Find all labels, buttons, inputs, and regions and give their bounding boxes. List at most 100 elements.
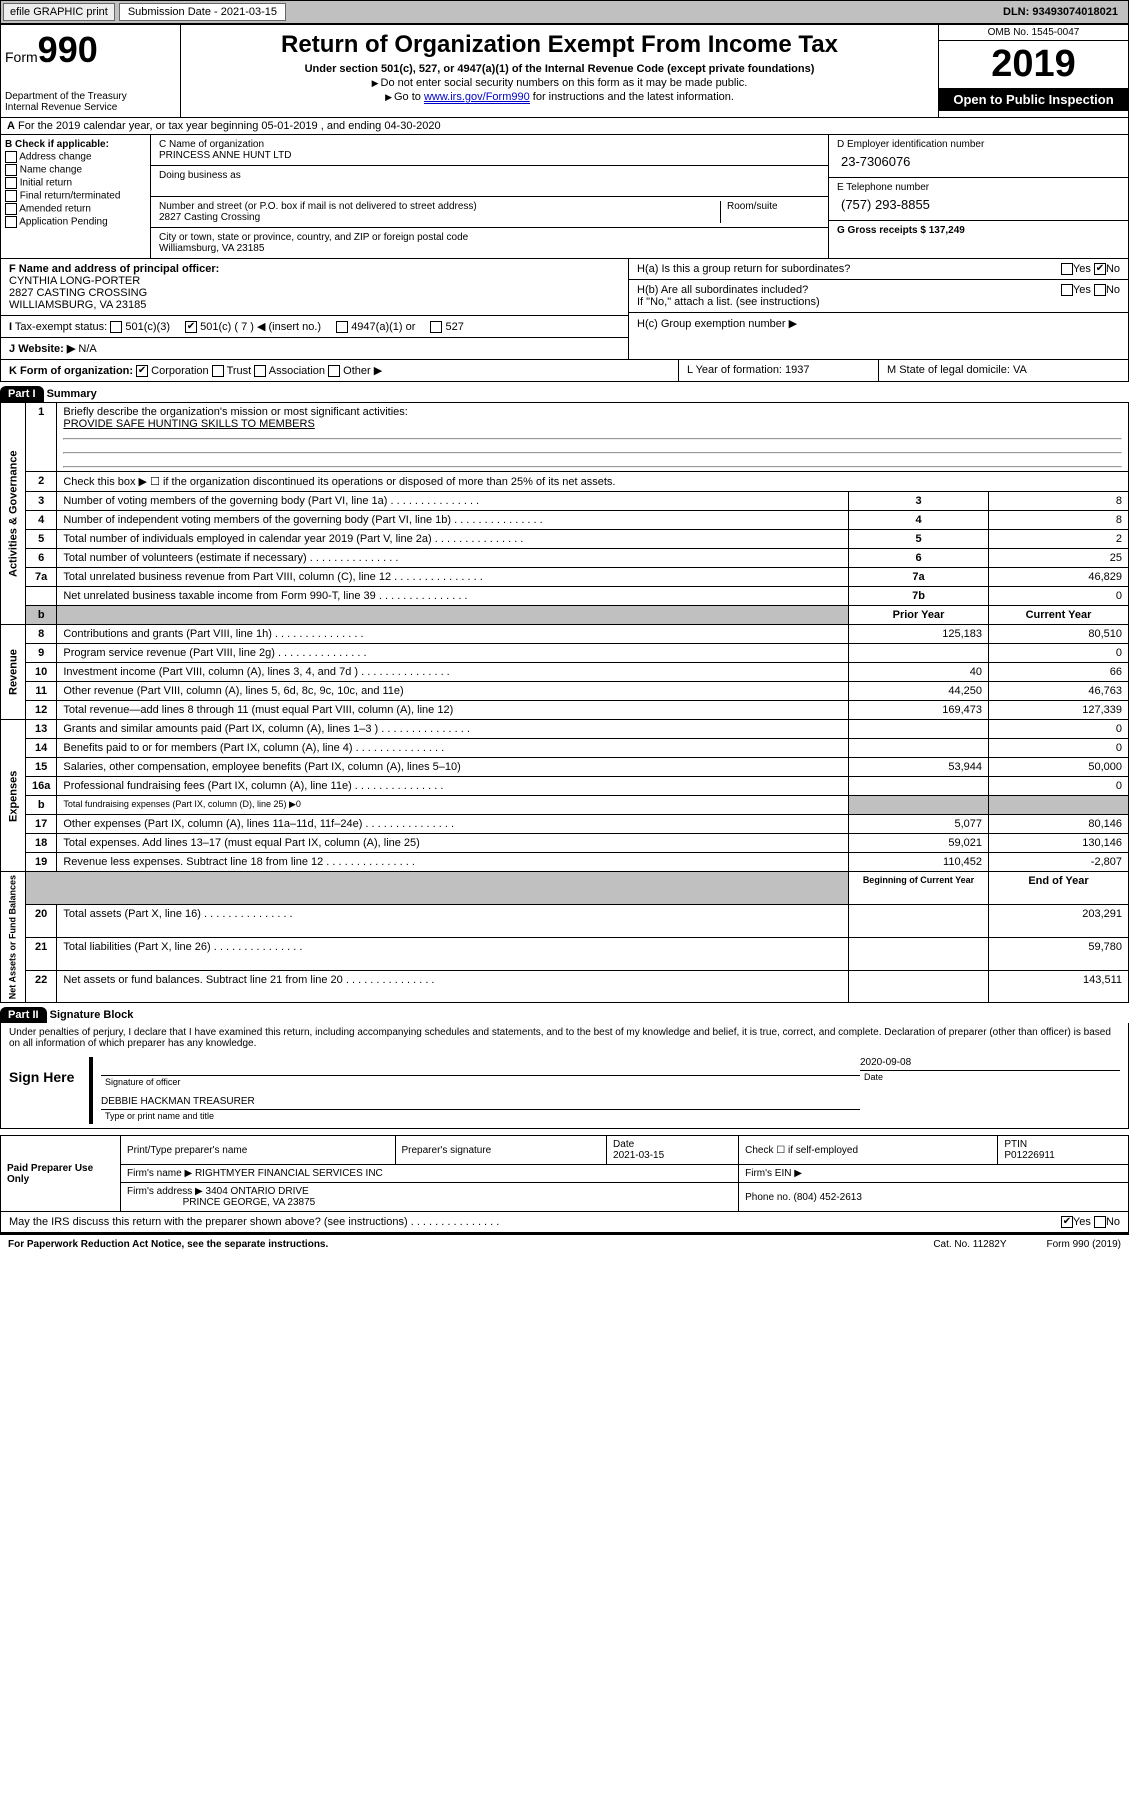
- chk-app-pending[interactable]: Application Pending: [5, 216, 146, 228]
- check-self: Check ☐ if self-employed: [739, 1136, 998, 1165]
- q2: Check this box ▶ ☐ if the organization d…: [57, 472, 1129, 492]
- discuss-label: May the IRS discuss this return with the…: [9, 1216, 408, 1228]
- sig-date: 2020-09-08: [860, 1057, 1120, 1068]
- ein-label: D Employer identification number: [837, 139, 1120, 150]
- line7a-val: 46,829: [989, 568, 1129, 587]
- j-label: Website: ▶: [18, 343, 75, 355]
- phone: (757) 293-8855: [837, 193, 1120, 216]
- b-label: B Check if applicable:: [5, 139, 109, 150]
- ssn-note: Do not enter social security numbers on …: [187, 77, 932, 89]
- chk-initial-return[interactable]: Initial return: [5, 177, 146, 189]
- sign-here-label: Sign Here: [9, 1057, 89, 1124]
- section-expenses: Expenses: [1, 720, 26, 872]
- form-header: Form990 Department of the Treasury Inter…: [0, 24, 1129, 118]
- paperwork-notice: For Paperwork Reduction Act Notice, see …: [8, 1239, 328, 1250]
- submission-date: Submission Date - 2021-03-15: [119, 3, 286, 21]
- line5-val: 2: [989, 530, 1129, 549]
- goto-post: for instructions and the latest informat…: [530, 91, 734, 103]
- chk-other[interactable]: Other ▶: [328, 365, 382, 377]
- part2-title: Signature Block: [50, 1009, 134, 1021]
- firm-addr2: PRINCE GEORGE, VA 23875: [183, 1197, 316, 1208]
- chk-501c3[interactable]: 501(c)(3): [110, 321, 170, 333]
- chk-501c7[interactable]: ✔ 501(c) ( 7 ) ◀ (insert no.): [185, 321, 321, 333]
- topbar: efile GRAPHIC print Submission Date - 20…: [0, 0, 1129, 24]
- summary-table: Activities & Governance 1 Briefly descri…: [0, 402, 1129, 1003]
- preparer-table: Paid Preparer Use Only Print/Type prepar…: [0, 1135, 1129, 1212]
- firm-ein-label: Firm's EIN ▶: [739, 1165, 1129, 1183]
- street: 2827 Casting Crossing: [159, 212, 720, 223]
- mission: PROVIDE SAFE HUNTING SKILLS TO MEMBERS: [63, 418, 314, 430]
- officer-typed: DEBBIE HACKMAN TREASURER: [101, 1096, 860, 1107]
- chk-527[interactable]: 527: [430, 321, 463, 333]
- part1-header: Part I: [0, 386, 44, 402]
- cat-no: Cat. No. 11282Y: [933, 1239, 1006, 1250]
- officer-addr2: WILLIAMSBURG, VA 23185: [9, 299, 146, 311]
- ptin: P01226911: [1004, 1150, 1054, 1161]
- prep-date: 2021-03-15: [613, 1150, 664, 1161]
- chk-trust[interactable]: Trust: [212, 365, 252, 377]
- section-fhijk: F Name and address of principal officer:…: [0, 259, 1129, 360]
- part2-header: Part II: [0, 1007, 47, 1023]
- section-netassets: Net Assets or Fund Balances: [1, 872, 26, 1003]
- chk-amended[interactable]: Amended return: [5, 203, 146, 215]
- irs-link[interactable]: www.irs.gov/Form990: [424, 91, 530, 104]
- section-klm: K Form of organization: ✔ Corporation Tr…: [0, 360, 1129, 382]
- section-bcd: B Check if applicable: Address change Na…: [0, 135, 1129, 259]
- omb-number: OMB No. 1545-0047: [939, 25, 1128, 41]
- dln: DLN: 93493074018021: [1003, 6, 1126, 18]
- gross-receipts: G Gross receipts $ 137,249: [837, 225, 965, 236]
- line4-val: 8: [989, 511, 1129, 530]
- year-formation: L Year of formation: 1937: [678, 360, 878, 381]
- efile-print-button[interactable]: efile GRAPHIC print: [3, 3, 115, 21]
- city: Williamsburg, VA 23185: [159, 243, 820, 254]
- ha-label: H(a) Is this a group return for subordin…: [637, 263, 850, 275]
- f-label: F Name and address of principal officer:: [9, 263, 219, 275]
- date-label: Date: [860, 1070, 1120, 1083]
- chk-name-change[interactable]: Name change: [5, 164, 146, 176]
- chk-assoc[interactable]: Association: [254, 365, 325, 377]
- street-label: Number and street (or P.O. box if mail i…: [159, 201, 720, 212]
- row-a-period: A For the 2019 calendar year, or tax yea…: [0, 118, 1129, 135]
- line6-val: 25: [989, 549, 1129, 568]
- line7b-val: 0: [989, 587, 1129, 606]
- firm-name: RIGHTMYER FINANCIAL SERVICES INC: [195, 1168, 383, 1179]
- hb-note: If "No," attach a list. (see instruction…: [637, 296, 820, 308]
- state-domicile: M State of legal domicile: VA: [878, 360, 1128, 381]
- phone-label: E Telephone number: [837, 182, 1120, 193]
- hb-label: H(b) Are all subordinates included?: [637, 284, 808, 296]
- chk-corp[interactable]: ✔ Corporation: [136, 365, 209, 377]
- form-subtitle: Under section 501(c), 527, or 4947(a)(1)…: [187, 63, 932, 75]
- website: N/A: [78, 343, 96, 355]
- chk-4947[interactable]: 4947(a)(1) or: [336, 321, 415, 333]
- firm-addr1: 3404 ONTARIO DRIVE: [206, 1186, 309, 1197]
- chk-final-return[interactable]: Final return/terminated: [5, 190, 146, 202]
- hc-label: H(c) Group exemption number ▶: [637, 318, 797, 330]
- officer-addr1: 2827 CASTING CROSSING: [9, 287, 147, 299]
- chk-address-change[interactable]: Address change: [5, 151, 146, 163]
- prep-name-label: Print/Type preparer's name: [121, 1136, 396, 1165]
- city-label: City or town, state or province, country…: [159, 232, 820, 243]
- tax-year: 2019: [939, 41, 1128, 88]
- form-number: 990: [38, 29, 98, 70]
- part1-title: Summary: [47, 388, 97, 400]
- c-name-label: C Name of organization: [159, 139, 820, 150]
- q1-label: Briefly describe the organization's miss…: [63, 406, 407, 418]
- section-governance: Activities & Governance: [1, 403, 26, 625]
- dept-treasury: Department of the Treasury Internal Reve…: [5, 91, 176, 113]
- footer: For Paperwork Reduction Act Notice, see …: [0, 1233, 1129, 1254]
- k-label: K Form of organization:: [9, 365, 133, 377]
- dba-label: Doing business as: [159, 170, 820, 181]
- paid-prep-label: Paid Preparer Use Only: [1, 1136, 121, 1212]
- open-public-badge: Open to Public Inspection: [939, 88, 1128, 111]
- section-revenue: Revenue: [1, 625, 26, 720]
- room-label: Room/suite: [720, 201, 820, 223]
- sig-officer-label: Signature of officer: [101, 1075, 860, 1088]
- firm-phone: Phone no. (804) 452-2613: [739, 1183, 1129, 1212]
- org-name: PRINCESS ANNE HUNT LTD: [159, 150, 820, 161]
- i-label: Tax-exempt status:: [15, 321, 107, 333]
- ein: 23-7306076: [837, 150, 1120, 173]
- perjury-text: Under penalties of perjury, I declare th…: [9, 1027, 1120, 1049]
- line3-val: 8: [989, 492, 1129, 511]
- goto-pre: Go to: [394, 91, 424, 103]
- form-title: Return of Organization Exempt From Incom…: [187, 31, 932, 59]
